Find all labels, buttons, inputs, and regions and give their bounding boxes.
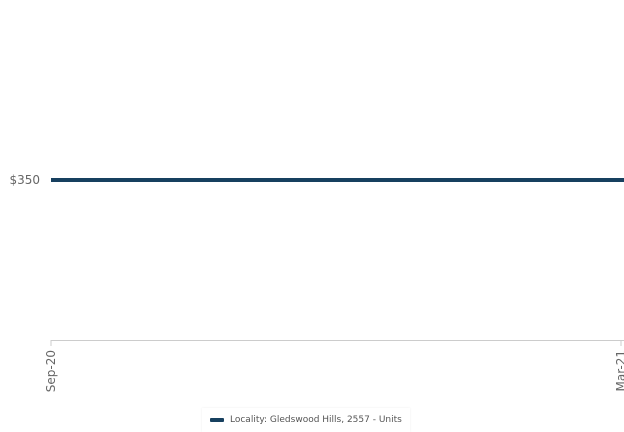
y-axis: $350 (9, 173, 40, 187)
legend-swatch (210, 418, 224, 422)
x-axis: Sep-20 Mar-21 (44, 340, 624, 392)
x-tick-label: Mar-21 (614, 350, 624, 391)
legend-label: Locality: Gledswood Hills, 2557 - Units (230, 415, 402, 425)
y-tick-label: $350 (9, 173, 40, 187)
legend[interactable]: Locality: Gledswood Hills, 2557 - Units (202, 408, 410, 432)
x-tick-label: Sep-20 (44, 350, 58, 392)
